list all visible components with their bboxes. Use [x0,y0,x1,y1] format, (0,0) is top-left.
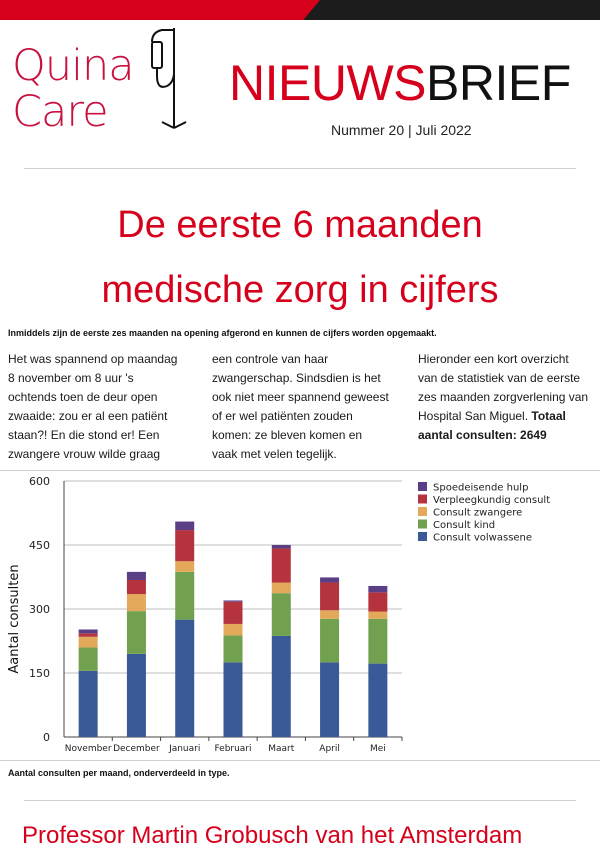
y-tick-label: 0 [43,731,50,744]
col1-line: zwangere vrouw wilde graag [8,447,161,461]
next-article-heading: Professor Martin Grobusch van het Amster… [22,822,523,848]
bar-segment [320,582,340,611]
col2-line: of er wel patiënten zouden [212,409,353,423]
body-column-2: een controle van haar zwangerschap. Sind… [212,350,397,464]
x-tick-label: November [65,744,112,754]
bar-segment [271,635,291,737]
x-tick-label: Januari [168,744,200,754]
col3-line: Hospital San Miguel. [418,409,529,423]
bar-segment [271,593,291,636]
col2-line: zwangerschap. Sindsdien is het [212,371,381,385]
bar-segment [223,600,243,602]
bar-segment [320,610,340,619]
y-tick-label: 450 [29,539,50,552]
bar-segment [78,647,98,671]
title-brief: BRIEF [426,55,571,111]
title-news: NIEUWS [229,55,427,111]
divider-bottom [24,800,576,801]
intro-text: Inmiddels zijn de eerste zes maanden na … [8,328,437,338]
y-axis-label: Aantal consulten [7,564,22,673]
legend-label: Consult zwangere [433,508,522,519]
total-value: aantal consulten: 2649 [418,428,547,442]
bar-segment [368,611,388,619]
bar-segment [78,670,98,737]
bar-segment [368,585,388,593]
col1-line: Het was spannend op maandag [8,352,178,366]
quinacare-logo: Quina Care [12,28,192,140]
y-tick-label: 150 [29,667,50,680]
x-tick-label: April [319,744,340,754]
y-tick-label: 600 [29,475,50,488]
bar-segment [175,561,195,572]
bar-segment [126,594,146,612]
bar-segment [368,663,388,737]
bar-segment [175,571,195,620]
col3-line: zes maanden zorgverlening van [418,390,589,404]
divider-chart-top [0,470,600,471]
col1-line: staan?! En die stond er! Een [8,428,160,442]
bar-segment [78,636,98,648]
bar-segment [78,633,98,637]
top-bar [0,0,600,20]
col3-line: Hieronder een kort overzicht [418,352,569,366]
bar-segment [126,611,146,654]
bar-segment [271,582,291,594]
col1-line: zwaaide: zou er al een patiënt [8,409,168,423]
x-tick-label: December [113,744,160,754]
bar-segment [126,579,146,595]
col2-line: ook niet meer spannend geweest [212,390,389,404]
bar-segment [126,571,146,580]
newsletter-title: NIEUWSBRIEF [229,55,571,111]
bar-segment [271,545,291,549]
legend-label: Consult kind [433,520,495,531]
headline-line-1: De eerste 6 maanden [117,204,483,246]
legend-swatch [418,532,427,541]
col2-line: komen: ze bleven komen en [212,428,363,442]
iv-drip-icon [151,28,187,129]
bar-segment [320,662,340,737]
y-tick-label: 300 [29,603,50,616]
issue-number: Nummer 20 | Juli 2022 [331,122,472,138]
bar-segment [320,577,340,583]
logo-word-quina: Quina [12,41,135,91]
bar-segment [175,619,195,737]
col2-line: vaak met velen tegelijk. [212,447,337,461]
bar-segment [223,601,243,624]
divider-chart-bottom [0,760,600,761]
bar-segment [368,618,388,664]
legend-swatch [418,507,427,516]
chart-caption: Aantal consulten per maand, onderverdeel… [8,768,230,778]
body-column-1: Het was spannend op maandag 8 november o… [8,350,193,464]
divider-top [24,168,576,169]
bar-segment [368,592,388,612]
bar-segment [175,530,195,562]
x-tick-label: Mei [370,744,386,754]
logo-word-care: Care [12,87,109,137]
legend-swatch [418,519,427,529]
body-column-3: Hieronder een kort overzicht van de stat… [418,350,598,445]
legend-swatch [418,482,427,491]
consultations-bar-chart: 0 150 300 450 600 Aantal consulten November Dec… [7,475,550,754]
bar-segment [223,623,243,636]
bar-segment [223,662,243,737]
bar-segment [223,635,243,663]
bar-segment [271,548,291,583]
col3-line: van de statistiek van de eerste [418,371,581,385]
bar-segment [78,629,98,634]
legend-label: Spoedeisende hulp [433,483,528,494]
col2-line: een controle van haar [212,352,329,366]
x-tick-label: Maart [268,744,294,754]
col1-line: 8 november om 8 uur 's [8,371,134,385]
x-tick-label: Februari [214,744,251,754]
legend-label: Consult volwassene [433,533,532,544]
legend-swatch [418,494,427,504]
headline-line-2: medische zorg in cijfers [101,269,499,311]
top-bar-accent [0,0,320,20]
legend-label: Verpleegkundig consult [433,495,550,506]
col1-line: ochtends toen de deur open [8,390,158,404]
bar-segment [320,618,340,663]
total-label: Totaal [531,409,566,423]
bar-segment [175,521,195,531]
bar-segment [126,653,146,737]
